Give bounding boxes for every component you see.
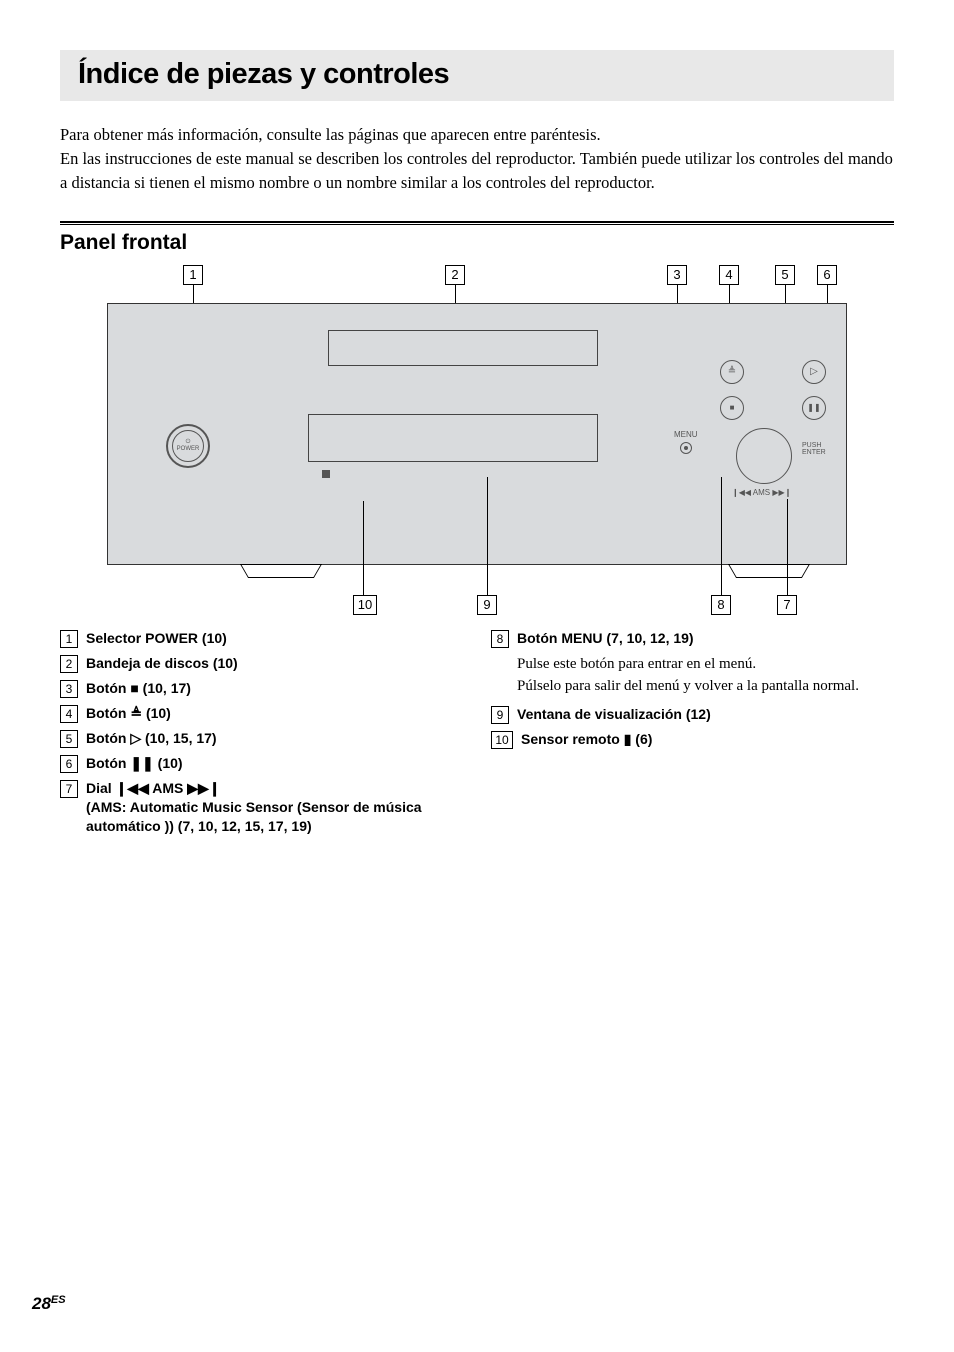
legend-text: Selector POWER (10) <box>86 629 227 648</box>
callout-9: 9 <box>477 595 497 615</box>
ams-dial <box>736 428 792 484</box>
legend-num: 5 <box>60 730 78 748</box>
callout-10: 10 <box>353 595 377 615</box>
legend-num: 4 <box>60 705 78 723</box>
page-title: Índice de piezas y controles <box>78 58 876 91</box>
device-body: ⏻POWER ≜ ▷ ■ ❚❚ MENU PUSH ENTER ❙◀◀ AMS … <box>107 303 847 565</box>
legend-num: 8 <box>491 630 509 648</box>
legend-text: Ventana de visualización (12) <box>517 705 711 724</box>
leader <box>787 499 788 595</box>
legend-desc: Pulse este botón para entrar en el menú.… <box>517 654 894 698</box>
legend-item-8: 8 Botón MENU (7, 10, 12, 19) <box>491 629 894 648</box>
legend-item-4: 4 Botón ≜ (10) <box>60 704 463 723</box>
menu-label: MENU <box>674 430 698 439</box>
title-bar: Índice de piezas y controles <box>60 50 894 101</box>
legend-item-3: 3 Botón ■ (10, 17) <box>60 679 463 698</box>
legend-text: Bandeja de discos (10) <box>86 654 238 673</box>
leader <box>363 501 364 595</box>
ir-sensor <box>322 470 330 478</box>
callout-1: 1 <box>183 265 203 285</box>
legend: 1 Selector POWER (10) 2 Bandeja de discos (… <box>60 629 894 842</box>
push-enter-label: PUSH ENTER <box>802 442 826 456</box>
power-button: ⏻POWER <box>166 424 210 468</box>
intro-text: Para obtener más información, consulte l… <box>60 123 894 195</box>
legend-item-9: 9 Ventana de visualización (12) <box>491 705 894 724</box>
display-window <box>308 414 598 462</box>
foot-right <box>728 564 810 578</box>
legend-item-1: 1 Selector POWER (10) <box>60 629 463 648</box>
stop-button-icon: ■ <box>720 396 744 420</box>
menu-button <box>680 442 692 454</box>
legend-right-col: 8 Botón MENU (7, 10, 12, 19) Pulse este bo… <box>491 629 894 842</box>
leader <box>721 477 722 595</box>
legend-text: Dial ❙◀◀ AMS ▶▶❙(AMS: Automatic Music Se… <box>86 779 463 836</box>
front-panel-diagram: 1 2 3 4 5 6 ⏻POWER ≜ ▷ ■ ❚❚ MENU PUSH ENTER ❙… <box>107 265 847 615</box>
foot-left <box>240 564 322 578</box>
legend-num: 9 <box>491 706 509 724</box>
legend-num: 1 <box>60 630 78 648</box>
callout-4: 4 <box>719 265 739 285</box>
play-button-icon: ▷ <box>802 360 826 384</box>
legend-left-col: 1 Selector POWER (10) 2 Bandeja de discos (… <box>60 629 463 842</box>
eject-button-icon: ≜ <box>720 360 744 384</box>
legend-text: Sensor remoto ▮ (6) <box>521 730 652 749</box>
callout-3: 3 <box>667 265 687 285</box>
legend-item-7: 7 Dial ❙◀◀ AMS ▶▶❙(AMS: Automatic Music S… <box>60 779 463 836</box>
section-rule <box>60 221 894 225</box>
legend-item-10: 10 Sensor remoto ▮ (6) <box>491 730 894 749</box>
legend-num: 6 <box>60 755 78 773</box>
callout-2: 2 <box>445 265 465 285</box>
legend-text: Botón MENU (7, 10, 12, 19) <box>517 629 694 648</box>
legend-num: 7 <box>60 780 78 798</box>
legend-num: 2 <box>60 655 78 673</box>
legend-item-5: 5 Botón ▷ (10, 15, 17) <box>60 729 463 748</box>
callout-7: 7 <box>777 595 797 615</box>
legend-text: Botón ≜ (10) <box>86 704 171 723</box>
legend-num: 3 <box>60 680 78 698</box>
disc-tray <box>328 330 598 366</box>
legend-item-2: 2 Bandeja de discos (10) <box>60 654 463 673</box>
legend-text: Botón ■ (10, 17) <box>86 679 191 698</box>
leader <box>487 477 488 595</box>
callout-6: 6 <box>817 265 837 285</box>
pause-button-icon: ❚❚ <box>802 396 826 420</box>
callout-5: 5 <box>775 265 795 285</box>
callout-8: 8 <box>711 595 731 615</box>
legend-num: 10 <box>491 731 513 749</box>
legend-text: Botón ❚❚ (10) <box>86 754 183 773</box>
section-heading: Panel frontal <box>60 231 894 255</box>
legend-item-6: 6 Botón ❚❚ (10) <box>60 754 463 773</box>
page-number: 28ES <box>32 1294 66 1314</box>
legend-text: Botón ▷ (10, 15, 17) <box>86 729 217 748</box>
ams-label: ❙◀◀ AMS ▶▶❙ <box>732 488 791 497</box>
